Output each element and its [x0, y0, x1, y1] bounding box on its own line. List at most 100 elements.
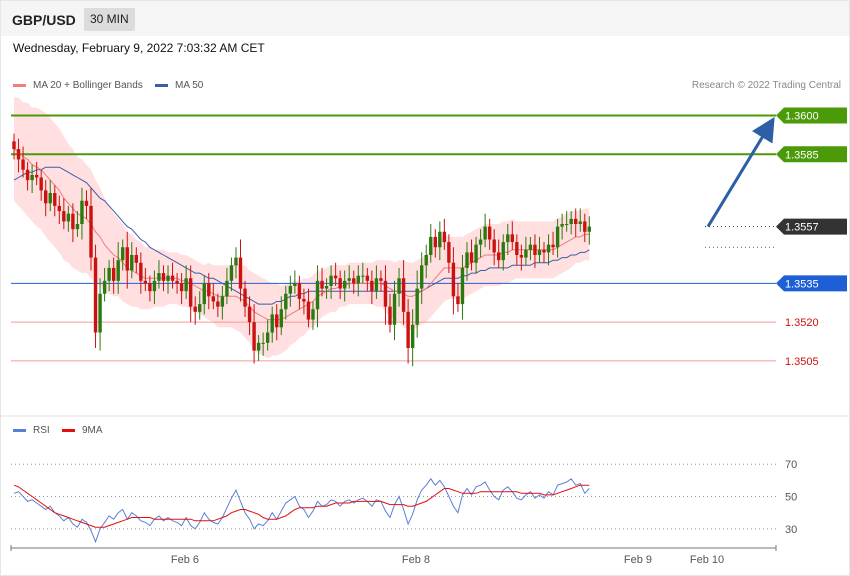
candle-body — [220, 296, 225, 307]
candle-body — [542, 249, 546, 253]
candle-body — [451, 262, 456, 297]
candle-body — [306, 301, 311, 320]
legend-ma20: MA 20 + Bollinger Bands — [13, 80, 143, 91]
candle-body — [506, 234, 510, 243]
candle-body — [243, 288, 247, 307]
candle-body — [392, 293, 397, 325]
candle-body — [388, 306, 392, 325]
candle-body — [569, 218, 573, 224]
candle-body — [34, 174, 39, 178]
price-panel: 1.3600 1.3585 1.3557 1.3535 1.3520 1.3505 — [11, 97, 847, 368]
candle-body — [53, 193, 57, 206]
forecast-arrow — [706, 116, 775, 228]
candle-body — [415, 288, 419, 325]
candle-body — [161, 273, 166, 281]
candle-body — [207, 283, 211, 297]
candle-body — [537, 249, 542, 255]
candle-body — [256, 342, 261, 351]
candle-body — [587, 226, 592, 232]
candle-body — [420, 265, 424, 289]
candle-body — [474, 244, 478, 263]
rsi-tick-30: 30 — [785, 524, 797, 536]
header-bar: GBP/USD 30 MIN — [1, 1, 849, 36]
x-tick-label: Feb 10 — [690, 554, 724, 566]
candle-body — [352, 278, 356, 284]
legend-rsi: RSI — [13, 425, 50, 436]
candle-body — [134, 255, 139, 263]
candle-body — [30, 174, 34, 181]
candle-body — [288, 286, 293, 294]
level-tag-1.3557 — [776, 218, 847, 235]
x-tick-label: Feb 8 — [402, 554, 430, 566]
candle-body — [533, 244, 537, 255]
ma9-swatch — [62, 429, 75, 432]
candle-body — [401, 278, 406, 312]
candle-body — [21, 159, 25, 170]
level-tag-1.3600 — [776, 107, 847, 124]
rsi-tick-50: 50 — [785, 492, 797, 504]
candle-body — [338, 278, 342, 289]
candle-body — [478, 239, 483, 245]
candle-body — [311, 309, 315, 320]
pair-title: GBP/USD — [12, 12, 76, 28]
candle-body — [442, 231, 447, 243]
rsi-line — [13, 477, 590, 544]
candle-body — [170, 275, 175, 281]
candle-body — [410, 324, 415, 348]
candle-body — [524, 249, 528, 258]
candle-body — [555, 226, 560, 248]
candle-body — [501, 242, 505, 261]
candle-body — [460, 267, 465, 305]
rsi-panel: 70 50 30 — [11, 459, 797, 544]
x-tick-label: Feb 6 — [171, 554, 199, 566]
candle-body — [383, 280, 388, 307]
level-label-1.3600: 1.3600 — [785, 111, 819, 123]
candle-body — [93, 257, 98, 333]
candle-body — [519, 255, 524, 258]
candle-body — [148, 283, 152, 292]
candle-body — [433, 236, 437, 248]
candle-body — [247, 306, 252, 323]
ma50-swatch — [155, 84, 168, 87]
candle-body — [483, 226, 487, 240]
candle-body — [39, 177, 43, 191]
timeframe-button[interactable]: 30 MIN — [84, 8, 135, 31]
candle-body — [564, 224, 569, 225]
candle-body — [202, 283, 206, 305]
candle-body — [102, 280, 107, 294]
candle-body — [546, 244, 551, 253]
rsi-9ma-line — [13, 484, 590, 528]
candle-body — [515, 242, 519, 255]
candle-body — [329, 275, 333, 286]
candle-body — [469, 252, 474, 263]
level-label-1.3520: 1.3520 — [785, 317, 819, 329]
candle-body — [84, 200, 89, 206]
level-label-1.3535: 1.3535 — [785, 278, 819, 290]
candle-body — [116, 260, 120, 281]
candle-body — [216, 301, 220, 307]
candle-body — [225, 280, 229, 297]
candle-body — [497, 252, 501, 261]
candle-body — [111, 267, 116, 281]
candle-body — [320, 280, 324, 289]
candle-body — [284, 293, 288, 310]
candle-body — [25, 169, 30, 181]
ma9-label: 9MA — [82, 425, 103, 436]
candle-body — [342, 280, 347, 289]
candle-body — [143, 280, 148, 284]
candle-body — [188, 278, 193, 307]
candle-body — [438, 231, 442, 248]
candle-body — [139, 262, 143, 281]
candle-body — [193, 306, 197, 312]
rsi-label: RSI — [33, 425, 50, 436]
candle-body — [361, 275, 365, 277]
candle-body — [578, 221, 582, 224]
candle-body — [211, 296, 216, 302]
ma20-line — [13, 148, 590, 321]
candle-body — [66, 213, 71, 222]
candle-body — [356, 275, 360, 284]
x-axis: Feb 6 Feb 8 Feb 9 Feb 10 — [10, 545, 777, 566]
candle-body — [465, 252, 469, 268]
rsi-tick-70: 70 — [785, 459, 797, 471]
